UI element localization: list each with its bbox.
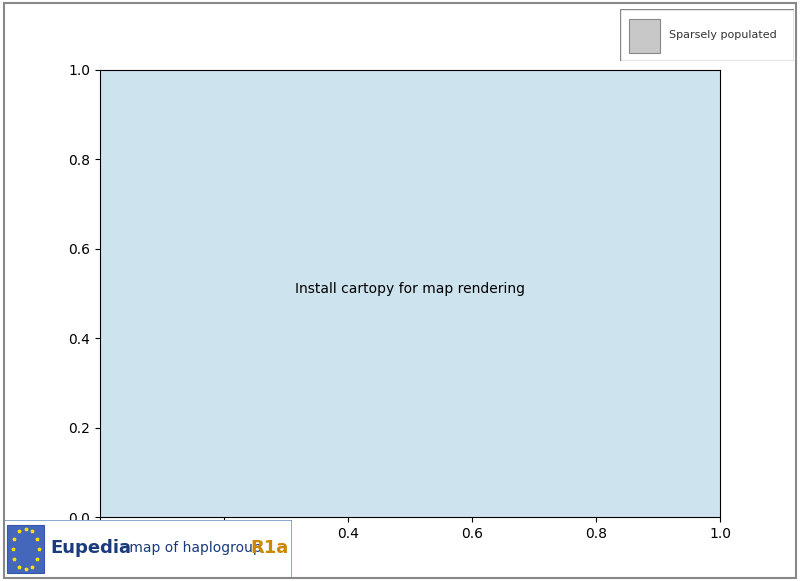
Text: map of haplogroup: map of haplogroup: [125, 541, 266, 555]
Text: Sparsely populated: Sparsely populated: [669, 30, 777, 40]
FancyBboxPatch shape: [4, 520, 292, 578]
Text: Install cartopy for map rendering: Install cartopy for map rendering: [295, 282, 525, 296]
Bar: [629, 19, 660, 53]
Text: R1a: R1a: [250, 539, 289, 557]
Text: Eupedia: Eupedia: [50, 539, 131, 557]
Bar: [7, 525, 44, 573]
FancyBboxPatch shape: [620, 9, 794, 61]
